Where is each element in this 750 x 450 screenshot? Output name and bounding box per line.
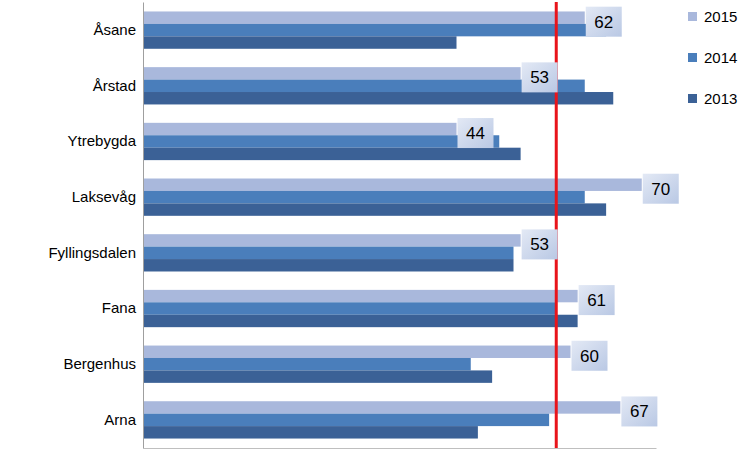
- category-label: Årstad: [93, 77, 136, 94]
- x-axis-line: [144, 448, 657, 449]
- label-box: [586, 7, 622, 37]
- legend-entry: 2013: [688, 90, 737, 107]
- category-label: Arna: [104, 411, 136, 428]
- bar: [143, 191, 585, 203]
- bar: [143, 302, 556, 314]
- y-axis-line: [143, 3, 144, 449]
- legend-label: 2015: [704, 8, 737, 25]
- legend-swatch: [688, 53, 697, 62]
- bar: [143, 135, 499, 147]
- category-label: Åsane: [93, 21, 136, 38]
- data-labels: 62 53 44 70 53 61 60 67: [458, 7, 679, 427]
- label-box: [621, 396, 657, 426]
- label-box: [572, 341, 608, 371]
- tick: Årstad: [93, 77, 143, 94]
- legend: 2015 2014 2013: [688, 8, 737, 107]
- legend-label: 2013: [704, 90, 737, 107]
- bar: [143, 67, 521, 79]
- tick: Laksevåg: [72, 188, 143, 205]
- bar: [143, 426, 478, 438]
- bar: [143, 179, 642, 191]
- legend-label: 2014: [704, 49, 737, 66]
- bar: [143, 234, 521, 246]
- tick: Fyllingsdalen: [48, 244, 143, 261]
- data-label: 70: [651, 180, 670, 199]
- label-box: [522, 229, 558, 259]
- bar: [143, 346, 571, 358]
- data-label: 60: [580, 347, 599, 366]
- bar: [143, 259, 514, 271]
- label-box: [579, 285, 615, 315]
- legend-swatch: [688, 94, 697, 103]
- bar: [143, 36, 457, 48]
- bar: [143, 401, 620, 413]
- bar: [143, 92, 613, 104]
- label-box: [643, 174, 679, 204]
- bar: [143, 123, 457, 135]
- data-label: 53: [530, 68, 549, 87]
- bar: [143, 358, 471, 370]
- bar: [143, 315, 578, 327]
- data-label: 61: [587, 291, 606, 310]
- bar: [143, 290, 578, 302]
- data-label: 53: [530, 235, 549, 254]
- bar: [143, 370, 492, 382]
- category-label: Laksevåg: [72, 188, 136, 205]
- tick: Ytrebygda: [68, 132, 143, 149]
- category-label: Ytrebygda: [68, 132, 137, 149]
- category-label: Fana: [102, 299, 137, 316]
- data-label: 67: [630, 402, 649, 421]
- data-label: 44: [466, 124, 485, 143]
- tick: Fana: [102, 299, 143, 316]
- legend-entry: 2015: [688, 8, 737, 25]
- tick: Arna: [104, 411, 143, 428]
- data-label: 62: [594, 13, 613, 32]
- tick: Åsane: [93, 21, 143, 38]
- label-box: [458, 118, 494, 148]
- bar: [143, 203, 606, 215]
- legend-entry: 2014: [688, 49, 737, 66]
- tick: Bergenhus: [63, 355, 143, 372]
- bar: [143, 80, 585, 92]
- category-label: Bergenhus: [63, 355, 136, 372]
- bar: [143, 247, 514, 259]
- category-label: Fyllingsdalen: [48, 244, 136, 261]
- bar: [143, 414, 549, 426]
- bar: [143, 148, 521, 160]
- y-axis: Åsane Årstad Ytrebygda Laksevåg Fyllingsdale…: [48, 3, 143, 449]
- label-box: [522, 62, 558, 92]
- bars: [143, 11, 642, 438]
- x-axis: [144, 448, 657, 449]
- bar: [143, 24, 606, 36]
- bar: [143, 11, 585, 23]
- legend-swatch: [688, 12, 697, 21]
